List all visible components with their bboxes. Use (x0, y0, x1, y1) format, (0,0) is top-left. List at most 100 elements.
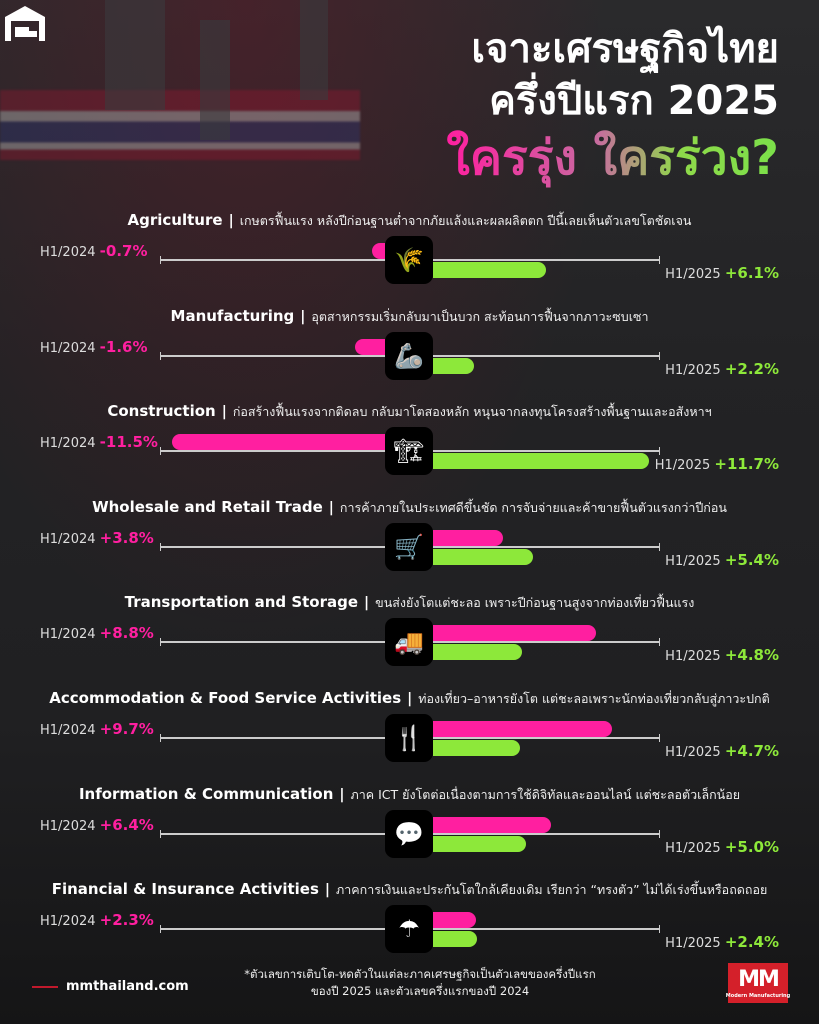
bar-h1-2025 (433, 740, 520, 756)
warehouse-truck-icon: 🚚 (385, 618, 433, 667)
series-name: H1/2025 (665, 553, 721, 569)
value-label: +5.4% (724, 550, 779, 569)
sector-name: Wholesale and Retail Trade (92, 497, 323, 516)
sector-row: Financial & Insurance Activities | ภาคการเ… (0, 880, 819, 984)
bar-h1-2024 (433, 816, 552, 833)
skyline (105, 0, 165, 110)
title-line-3: ใครรุ่ง ใครร่วง? (446, 130, 779, 186)
sector-row: Information & Communication | ภาค ICT ยังโ… (0, 785, 819, 889)
value-label: +2.4% (724, 933, 779, 952)
crane-icon: 🏗 (385, 427, 433, 476)
label-h1-2024: H1/2024 +9.7% (40, 720, 154, 740)
series-name: H1/2024 (40, 818, 96, 834)
mm-logo: MM Modern Manufacturing (726, 963, 790, 1003)
label-h1-2024: H1/2024 -11.5% (40, 433, 158, 453)
sector-description: ท่องเที่ยว–อาหารยังโต แต่ชะลอเพราะนักท่อ… (418, 691, 770, 706)
sector-description: อุตสาหกรรมเริ่มกลับมาเป็นบวก สะท้อนการฟื… (311, 308, 649, 324)
bar-h1-2025 (433, 262, 546, 278)
title-line-2: ครึ่งปีแรก 2025 (489, 78, 779, 124)
bar-h1-2024 (355, 338, 385, 355)
robot-arm-icon: 🦾 (385, 331, 433, 380)
row-title: Wholesale and Retail Trade | การค้าภายในปร… (0, 497, 819, 518)
series-name: H1/2025 (665, 936, 721, 952)
bar-h1-2024 (372, 243, 385, 259)
series-name: H1/2025 (665, 649, 721, 665)
value-label: +5.0% (724, 837, 779, 856)
value-label: +3.8% (99, 528, 154, 547)
bar-h1-2025 (433, 548, 533, 565)
series-name: H1/2025 (665, 362, 721, 378)
separator: | (328, 499, 334, 516)
bar-h1-2025 (433, 357, 474, 374)
label-h1-2024: H1/2024 +2.3% (40, 911, 154, 931)
sector-description: ขนส่งยังโตแต่ชะลอ เพราะปีก่อนฐานสูงจากท่… (375, 595, 695, 611)
label-h1-2025: H1/2025 +4.8% (665, 646, 779, 666)
value-label: +8.8% (99, 624, 154, 643)
bar-h1-2024 (172, 434, 385, 451)
series-name: H1/2024 (40, 340, 96, 356)
sector-description: การค้าภายในประเทศดีขึ้นชัด การจับจ่ายและ… (339, 499, 727, 515)
sector-name: Information & Communication (78, 784, 334, 803)
separator: | (300, 308, 306, 325)
crops-icon: 🌾 (385, 236, 433, 284)
sector-description: ภาค ICT ยังโตต่อเนื่องตามการใช้ดิจิทัลแล… (350, 786, 741, 802)
series-name: H1/2024 (40, 245, 96, 260)
sector-row: Agriculture | เกษตรฟื้นแรง หลังปีก่อนฐานต่… (0, 211, 819, 315)
value-label: +6.4% (99, 815, 154, 834)
value-label: -11.5% (99, 433, 158, 452)
sector-name: Financial & Insurance Activities (51, 880, 319, 899)
series-name: H1/2025 (665, 840, 721, 856)
sector-name: Transportation and Storage (124, 593, 359, 612)
label-h1-2024: H1/2024 +6.4% (40, 816, 154, 836)
separator: | (324, 882, 331, 899)
bar-h1-2024 (433, 529, 504, 546)
label-h1-2025: H1/2025 +5.4% (665, 551, 779, 571)
separator: | (364, 595, 370, 612)
value-label: +2.2% (724, 359, 779, 378)
row-title: Manufacturing | อุตสาหกรรมเริ่มกลับมาเป็นบ… (0, 306, 819, 327)
label-h1-2024: H1/2024 -0.7% (40, 242, 147, 262)
series-name: H1/2024 (40, 914, 96, 930)
value-label: -1.6% (99, 337, 148, 356)
sector-name: Construction (107, 402, 216, 421)
sector-name: Agriculture (127, 211, 223, 229)
sector-row: Construction | ก่อสร้างฟื้นแรงจากติดลบ กลั… (0, 402, 819, 506)
shopping-cart-icon: 🛒 (385, 522, 433, 571)
series-name: H1/2024 (40, 627, 96, 643)
footnote-line-1: *ตัวเลขการเติบโต-หดตัวในแต่ละภาคเศรษฐกิจ… (244, 967, 596, 981)
label-h1-2025: H1/2025 +4.7% (665, 742, 779, 762)
label-h1-2024: H1/2024 +8.8% (40, 624, 154, 644)
row-title: Construction | ก่อสร้างฟื้นแรงจากติดลบ กลั… (0, 401, 819, 422)
separator: | (221, 404, 227, 421)
website-link[interactable]: mmthailand.com (32, 978, 189, 996)
series-name: H1/2024 (40, 531, 96, 547)
bar-h1-2024 (433, 625, 596, 642)
row-title: Financial & Insurance Activities | ภาคการเ… (0, 879, 819, 900)
series-name: H1/2025 (665, 745, 721, 760)
series-name: H1/2025 (654, 458, 711, 474)
value-label: -0.7% (99, 242, 148, 260)
bar-h1-2025 (433, 644, 522, 661)
value-label: +4.8% (724, 646, 779, 665)
sector-row: Manufacturing | อุตสาหกรรมเริ่มกลับมาเป็นบ… (0, 307, 819, 411)
row-title: Transportation and Storage | ขนส่งยังโตแต่… (0, 592, 819, 613)
label-h1-2024: H1/2024 +3.8% (40, 529, 154, 549)
sector-row: Accommodation & Food Service Activities |… (0, 689, 819, 793)
value-label: +9.7% (99, 720, 154, 738)
sector-description: ก่อสร้างฟื้นแรงจากติดลบ กลับมาโตสองหลัก … (232, 404, 712, 420)
row-title: Agriculture | เกษตรฟื้นแรง หลังปีก่อนฐานต่… (0, 210, 819, 231)
value-label: +4.7% (724, 742, 779, 760)
food-utensils-icon: 🍴 (385, 714, 433, 762)
sector-name: Manufacturing (170, 306, 295, 325)
series-name: H1/2024 (40, 723, 96, 738)
bar-h1-2024 (433, 912, 476, 929)
sector-row: Transportation and Storage | ขนส่งยังโตแต่… (0, 593, 819, 697)
sector-row: Wholesale and Retail Trade | การค้าภายในปร… (0, 498, 819, 602)
label-h1-2025: H1/2025 +2.2% (665, 360, 779, 380)
chat-bubbles-icon: 💬 (385, 809, 433, 858)
separator: | (228, 213, 234, 229)
mm-logo-text: MM (738, 966, 780, 992)
warehouse-logo-icon (5, 6, 45, 41)
bar-h1-2024 (433, 721, 613, 737)
row-title: Accommodation & Food Service Activities |… (0, 688, 819, 709)
